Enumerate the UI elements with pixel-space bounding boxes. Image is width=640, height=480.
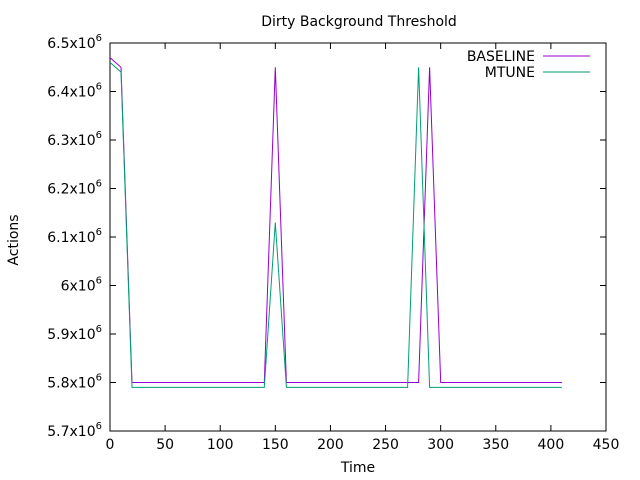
y-tick-mantissa: 6.2x10: [47, 182, 95, 198]
y-tick-exponent: 6: [96, 130, 102, 141]
plot-frame: [109, 42, 607, 432]
y-tick-label: 6.2x106: [47, 179, 102, 198]
x-tick-label: 400: [538, 437, 565, 453]
x-axis-title: Time: [340, 460, 375, 476]
x-tick-label: 0: [106, 437, 115, 453]
series-group: [109, 57, 562, 388]
x-tick-label: 300: [427, 437, 454, 453]
y-tick-label: 6x106: [61, 276, 102, 295]
x-tick-label: 250: [372, 437, 399, 453]
y-tick-mantissa: 5.8x10: [47, 376, 95, 392]
y-tick-exponent: 6: [96, 227, 102, 238]
x-tick-label: 200: [317, 437, 344, 453]
y-tick-label: 5.8x106: [47, 373, 102, 392]
y-tick-exponent: 6: [96, 33, 102, 44]
x-tick-label: 50: [156, 437, 174, 453]
y-tick-label: 6.3x106: [47, 130, 102, 149]
x-tick-label: 350: [482, 437, 509, 453]
x-tick-label: 450: [593, 437, 620, 453]
y-tick-mantissa: 6.5x10: [47, 36, 95, 52]
y-tick-label: 5.9x106: [47, 324, 102, 343]
y-tick-exponent: 6: [96, 324, 102, 335]
y-tick-exponent: 6: [96, 421, 102, 432]
series-line-mtune: [109, 62, 562, 388]
legend-label: BASELINE: [467, 49, 535, 65]
axis-ticks: 0 50 100 150 200 250 300 350 400 4505.7x1065.8x10…: [47, 33, 619, 453]
y-tick-mantissa: 5.7x10: [47, 424, 95, 440]
x-tick-label: 100: [207, 437, 234, 453]
y-tick-mantissa: 5.9x10: [47, 327, 95, 343]
chart-title: Dirty Background Threshold: [261, 14, 457, 30]
y-tick-label: 6.4x106: [47, 82, 102, 101]
y-axis-title: Actions: [6, 214, 22, 265]
y-tick-exponent: 6: [96, 373, 102, 384]
y-tick-mantissa: 6.3x10: [47, 133, 95, 149]
y-tick-label: 5.7x106: [47, 421, 102, 440]
y-tick-exponent: 6: [96, 82, 102, 93]
y-tick-mantissa: 6.1x10: [47, 230, 95, 246]
y-tick-exponent: 6: [96, 276, 102, 287]
legend-label: MTUNE: [485, 65, 535, 81]
y-tick-mantissa: 6.4x10: [47, 85, 95, 101]
x-tick-label: 150: [262, 437, 289, 453]
y-tick-exponent: 6: [96, 179, 102, 190]
y-tick-mantissa: 6x10: [61, 279, 96, 295]
y-tick-label: 6.1x106: [47, 227, 102, 246]
series-line-baseline: [109, 57, 562, 383]
y-tick-label: 6.5x106: [47, 33, 102, 52]
